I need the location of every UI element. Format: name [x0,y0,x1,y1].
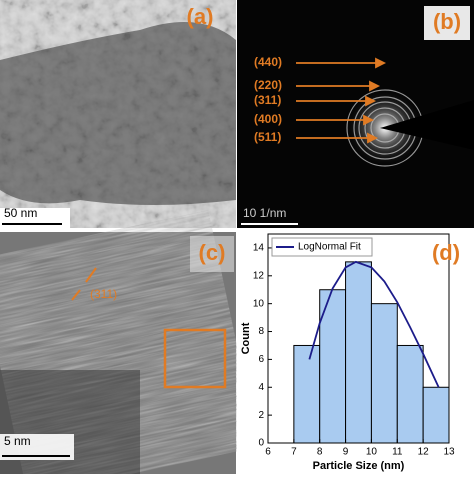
x-tick-label: 10 [366,447,378,458]
x-tick-label: 11 [392,447,403,458]
y-tick-label: 14 [253,243,265,254]
panel-label: (b) [433,9,461,34]
panel-c: (311) 5 nm (c) [0,210,259,479]
bar [370,303,398,444]
fit-line [308,260,440,388]
panel-label: (a) [187,4,214,29]
panel-b: (440) (220) (311) (400) (511) 10 1/nm (b… [237,0,474,228]
y-tick-label: 10 [253,298,265,309]
y-axis-title: Count [240,322,252,354]
ring-label: (440) [254,55,282,69]
y-tick-label: 4 [258,382,264,393]
bar [319,289,347,444]
ring-label: (400) [254,112,282,126]
x-tick-label: 8 [317,447,323,458]
bar [345,261,372,444]
scale-bar-label: 5 nm [4,434,31,448]
y-tick-label: 2 [258,410,264,421]
x-tick-label: 9 [343,447,349,458]
legend-label: LogNormal Fit [298,242,361,253]
x-tick-label: 13 [443,447,455,458]
plane-label: (311) [90,287,117,301]
y-tick-label: 0 [258,438,264,449]
panel-a: 50 nm (a) [0,0,236,228]
panel-label: (c) [199,240,226,265]
bar [396,344,424,444]
y-tick-label: 8 [258,326,264,337]
y-tick-label: 12 [253,270,265,281]
legend-box [271,237,373,257]
ring-label: (311) [254,93,281,107]
x-axis-title: Particle Size (nm) [313,460,405,472]
y-tick-label: 6 [258,354,264,365]
bar [422,386,450,444]
x-tick-label: 7 [291,447,297,458]
plot-frame [267,233,450,444]
ring-label: (511) [254,130,281,144]
panel-d: 6 7 8 9 10 11 12 13 0 2 4 6 8 10 12 14 Particle Size (nm… [237,232,474,474]
scale-bar-label: 50 nm [4,206,37,220]
ring-label: (220) [254,78,282,92]
x-tick-label: 6 [265,447,271,458]
panel-label: (d) [432,240,460,265]
scale-bar-label: 10 1/nm [243,206,286,220]
x-tick-label: 12 [418,447,430,458]
bar [293,344,321,444]
